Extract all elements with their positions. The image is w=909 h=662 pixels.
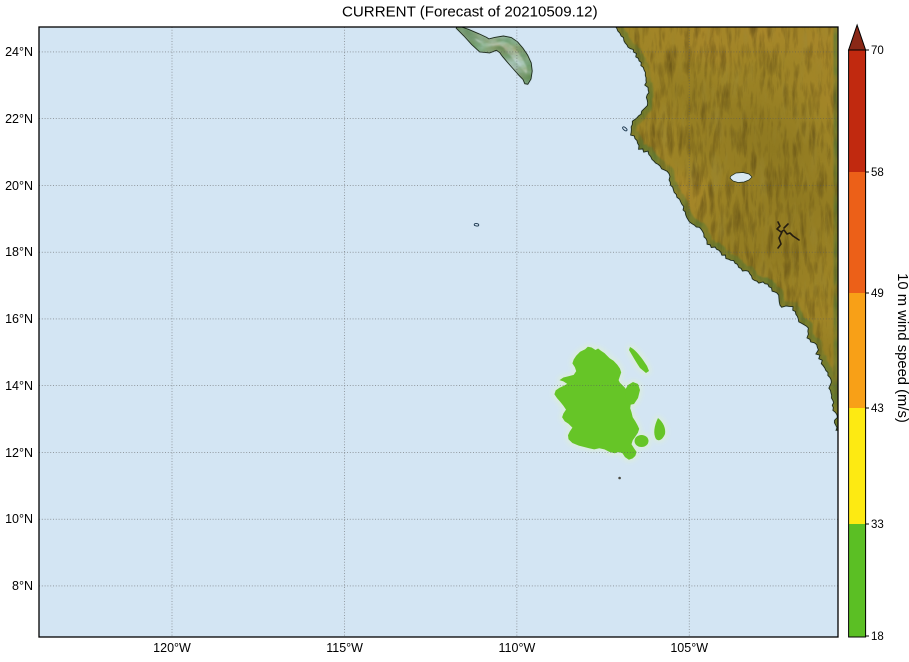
svg-text:49: 49 xyxy=(871,288,884,300)
svg-text:20°N: 20°N xyxy=(5,179,33,193)
svg-text:10 m wind speed (m/s): 10 m wind speed (m/s) xyxy=(894,273,909,423)
svg-text:110°W: 110°W xyxy=(499,641,536,655)
svg-text:18: 18 xyxy=(871,631,884,643)
svg-text:CURRENT (Forecast of 20210509.: CURRENT (Forecast of 20210509.12) xyxy=(342,4,598,21)
svg-text:105°W: 105°W xyxy=(670,641,708,655)
svg-text:14°N: 14°N xyxy=(5,379,33,393)
svg-text:58: 58 xyxy=(871,167,884,179)
svg-text:33: 33 xyxy=(871,519,884,531)
svg-text:22°N: 22°N xyxy=(5,112,33,126)
svg-text:120°W: 120°W xyxy=(153,641,191,655)
svg-text:70: 70 xyxy=(871,45,884,57)
svg-text:10°N: 10°N xyxy=(5,512,33,526)
svg-text:12°N: 12°N xyxy=(5,446,33,460)
svg-text:43: 43 xyxy=(871,403,884,415)
svg-text:24°N: 24°N xyxy=(5,45,33,59)
svg-text:8°N: 8°N xyxy=(12,579,33,593)
svg-text:16°N: 16°N xyxy=(5,312,33,326)
svg-text:18°N: 18°N xyxy=(5,245,33,259)
svg-text:115°W: 115°W xyxy=(326,641,363,655)
